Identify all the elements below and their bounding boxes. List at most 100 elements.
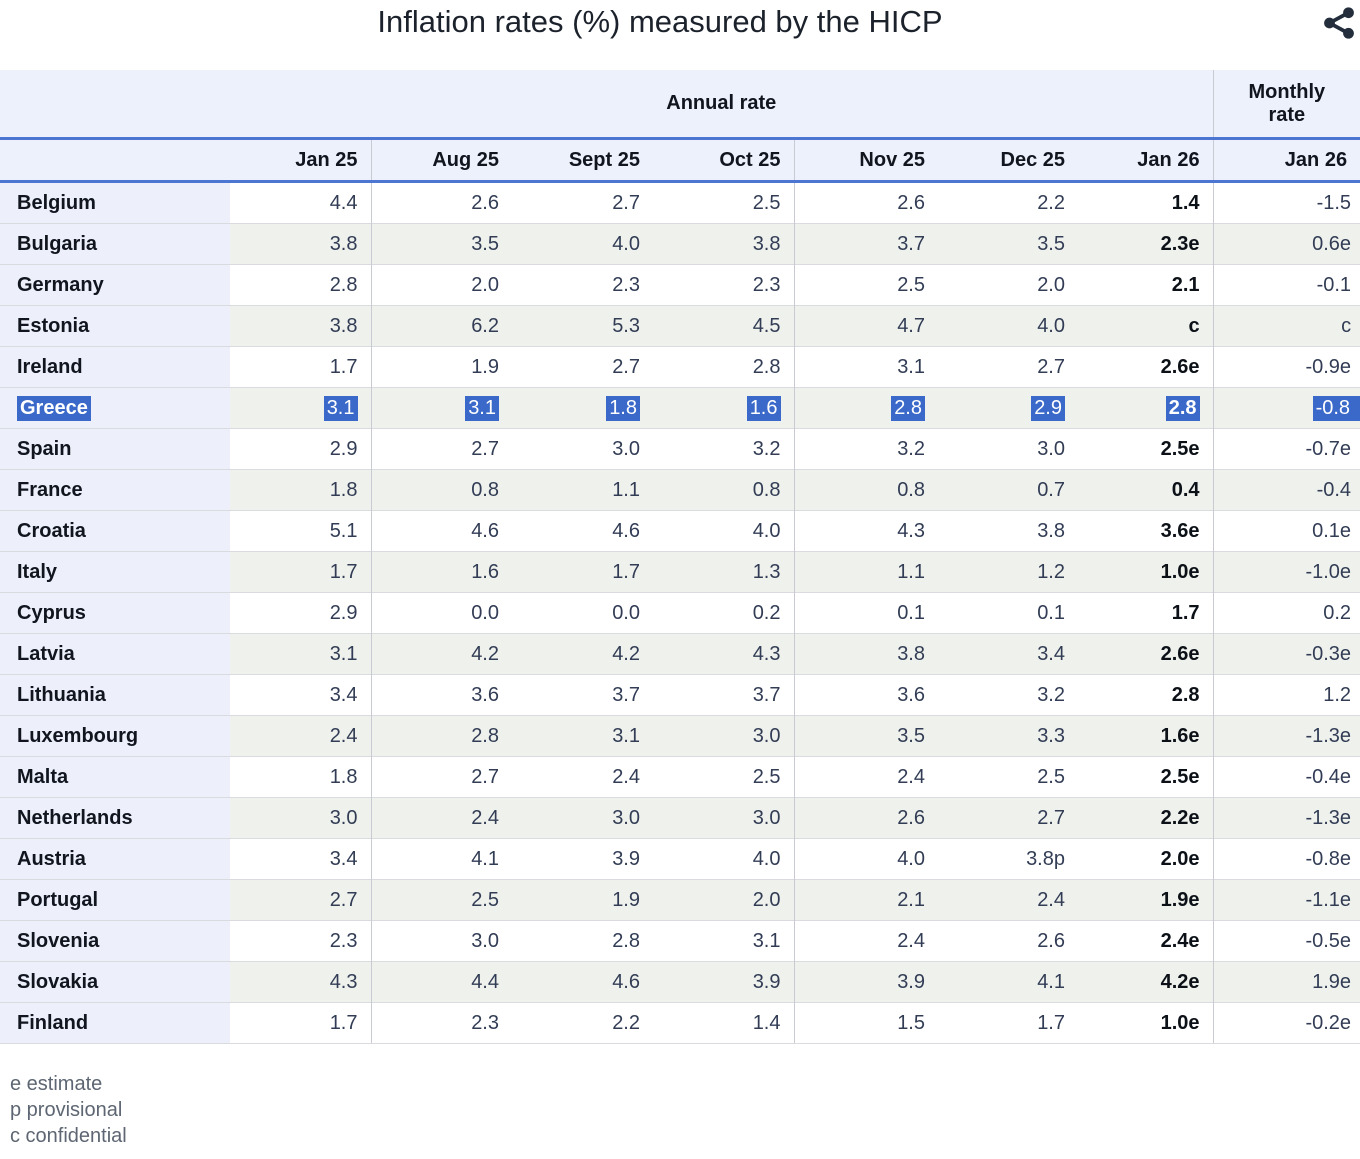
column-header: Jan 25: [230, 138, 371, 183]
value-cell: 3.0: [512, 797, 653, 839]
value-cell: 2.4: [512, 756, 653, 798]
value-cell: 1.5: [793, 1002, 938, 1044]
value-cell: 4.1: [938, 961, 1078, 1003]
value-cell: 3.0: [653, 797, 794, 839]
column-header-row: Jan 25 Aug 25 Sept 25 Oct 25 Nov 25 Dec 25 Jan…: [0, 138, 1360, 183]
value-cell: 3.0: [653, 715, 794, 757]
value-cell: 4.0: [938, 305, 1078, 347]
selected-text: 2.8: [891, 395, 925, 421]
table-row: Malta 1.8 2.7 2.4 2.5 2.4 2.5 2.5e -0.4e: [0, 756, 1360, 798]
value-cell: 2.7: [512, 181, 653, 224]
country-cell: Lithuania: [0, 674, 230, 716]
value-cell: 2.4: [793, 920, 938, 962]
corner-cell: [0, 138, 230, 183]
table-row: Italy 1.7 1.6 1.7 1.3 1.1 1.2 1.0e -1.0e: [0, 551, 1360, 593]
value-cell: 2.4: [370, 797, 512, 839]
monthly-rate-header: Monthly rate: [1212, 70, 1360, 140]
value-cell: 2.1: [1078, 264, 1214, 306]
value-cell: 2.8: [230, 264, 371, 306]
value-cell: 2.5: [653, 181, 794, 224]
table-row: Slovenia 2.3 3.0 2.8 3.1 2.4 2.6 2.4e -0.5e: [0, 920, 1360, 962]
value-cell: 2.6: [793, 797, 938, 839]
value-cell: 2.8: [370, 715, 512, 757]
value-cell: 2.0: [653, 879, 794, 921]
value-cell: 4.4: [230, 181, 371, 224]
monthly-value-cell: c: [1212, 305, 1360, 347]
value-cell: 4.1: [370, 838, 512, 880]
value-cell: 1.8: [230, 756, 371, 798]
value-cell: 2.7: [370, 428, 512, 470]
country-cell: Austria: [0, 838, 230, 880]
value-cell: 1.0e: [1078, 1002, 1214, 1044]
footnotes: e estimate p provisional c confidential: [10, 1071, 127, 1149]
monthly-value-cell: -0.5e: [1212, 920, 1360, 962]
value-cell: 2.0: [370, 264, 512, 306]
value-cell: 1.9: [512, 879, 653, 921]
value-cell: 2.6: [370, 181, 512, 224]
value-cell: 3.8: [230, 223, 371, 265]
monthly-value-cell: -1.5: [1212, 181, 1360, 224]
table-row: Germany 2.8 2.0 2.3 2.3 2.5 2.0 2.1 -0.1: [0, 264, 1360, 306]
value-cell: 4.6: [512, 510, 653, 552]
value-cell: 1.7: [230, 551, 371, 593]
value-cell: 3.7: [653, 674, 794, 716]
value-cell: 2.8: [1078, 387, 1214, 429]
column-header: Sept 25: [512, 138, 653, 183]
value-cell: 1.6e: [1078, 715, 1214, 757]
table-row: Croatia 5.1 4.6 4.6 4.0 4.3 3.8 3.6e 0.1e: [0, 510, 1360, 552]
value-cell: 1.3: [653, 551, 794, 593]
value-cell: 2.7: [230, 879, 371, 921]
value-cell: 2.2: [938, 181, 1078, 224]
value-cell: 3.1: [370, 387, 512, 429]
country-cell: Slovenia: [0, 920, 230, 962]
table-row: Cyprus 2.9 0.0 0.0 0.2 0.1 0.1 1.7 0.2: [0, 592, 1360, 634]
value-cell: 4.0: [653, 838, 794, 880]
country-cell: Slovakia: [0, 961, 230, 1003]
value-cell: 2.5: [938, 756, 1078, 798]
selected-text: Greece: [17, 395, 91, 421]
share-button[interactable]: [1318, 2, 1360, 44]
value-cell: 4.2e: [1078, 961, 1214, 1003]
value-cell: 2.6e: [1078, 633, 1214, 675]
value-cell: 1.2: [938, 551, 1078, 593]
value-cell: 1.4: [1078, 181, 1214, 224]
value-cell: 2.9: [230, 428, 371, 470]
monthly-value-cell: -0.4e: [1212, 756, 1360, 798]
monthly-value-cell: 1.2: [1212, 674, 1360, 716]
value-cell: 4.6: [512, 961, 653, 1003]
country-cell: Spain: [0, 428, 230, 470]
value-cell: 3.8: [938, 510, 1078, 552]
value-cell: 0.8: [370, 469, 512, 511]
country-cell: Ireland: [0, 346, 230, 388]
country-cell: Italy: [0, 551, 230, 593]
value-cell: 0.0: [512, 592, 653, 634]
value-cell: 1.7: [230, 1002, 371, 1044]
value-cell: 2.5: [653, 756, 794, 798]
value-cell: 0.2: [653, 592, 794, 634]
value-cell: 3.8: [793, 633, 938, 675]
column-header: Jan 26: [1078, 138, 1214, 183]
value-cell: 2.7: [370, 756, 512, 798]
value-cell: 2.8: [653, 346, 794, 388]
value-cell: c: [1078, 305, 1214, 347]
country-cell: Luxembourg: [0, 715, 230, 757]
monthly-value-cell: 0.1e: [1212, 510, 1360, 552]
monthly-value-cell: -0.8: [1212, 387, 1360, 429]
value-cell: 2.4: [230, 715, 371, 757]
value-cell: 2.9: [230, 592, 371, 634]
table-row: Austria 3.4 4.1 3.9 4.0 4.0 3.8p 2.0e -0.8e: [0, 838, 1360, 880]
selected-text: 2.9: [1031, 395, 1065, 421]
country-cell: Portugal: [0, 879, 230, 921]
value-cell: 1.6: [370, 551, 512, 593]
monthly-value-cell: -0.1: [1212, 264, 1360, 306]
value-cell: 2.7: [512, 346, 653, 388]
value-cell: 1.9: [370, 346, 512, 388]
monthly-value-cell: -0.7e: [1212, 428, 1360, 470]
value-cell: 2.0: [938, 264, 1078, 306]
monthly-value-cell: 1.9e: [1212, 961, 1360, 1003]
monthly-value-cell: -1.1e: [1212, 879, 1360, 921]
value-cell: 1.9e: [1078, 879, 1214, 921]
value-cell: 3.1: [512, 715, 653, 757]
value-cell: 2.2: [512, 1002, 653, 1044]
